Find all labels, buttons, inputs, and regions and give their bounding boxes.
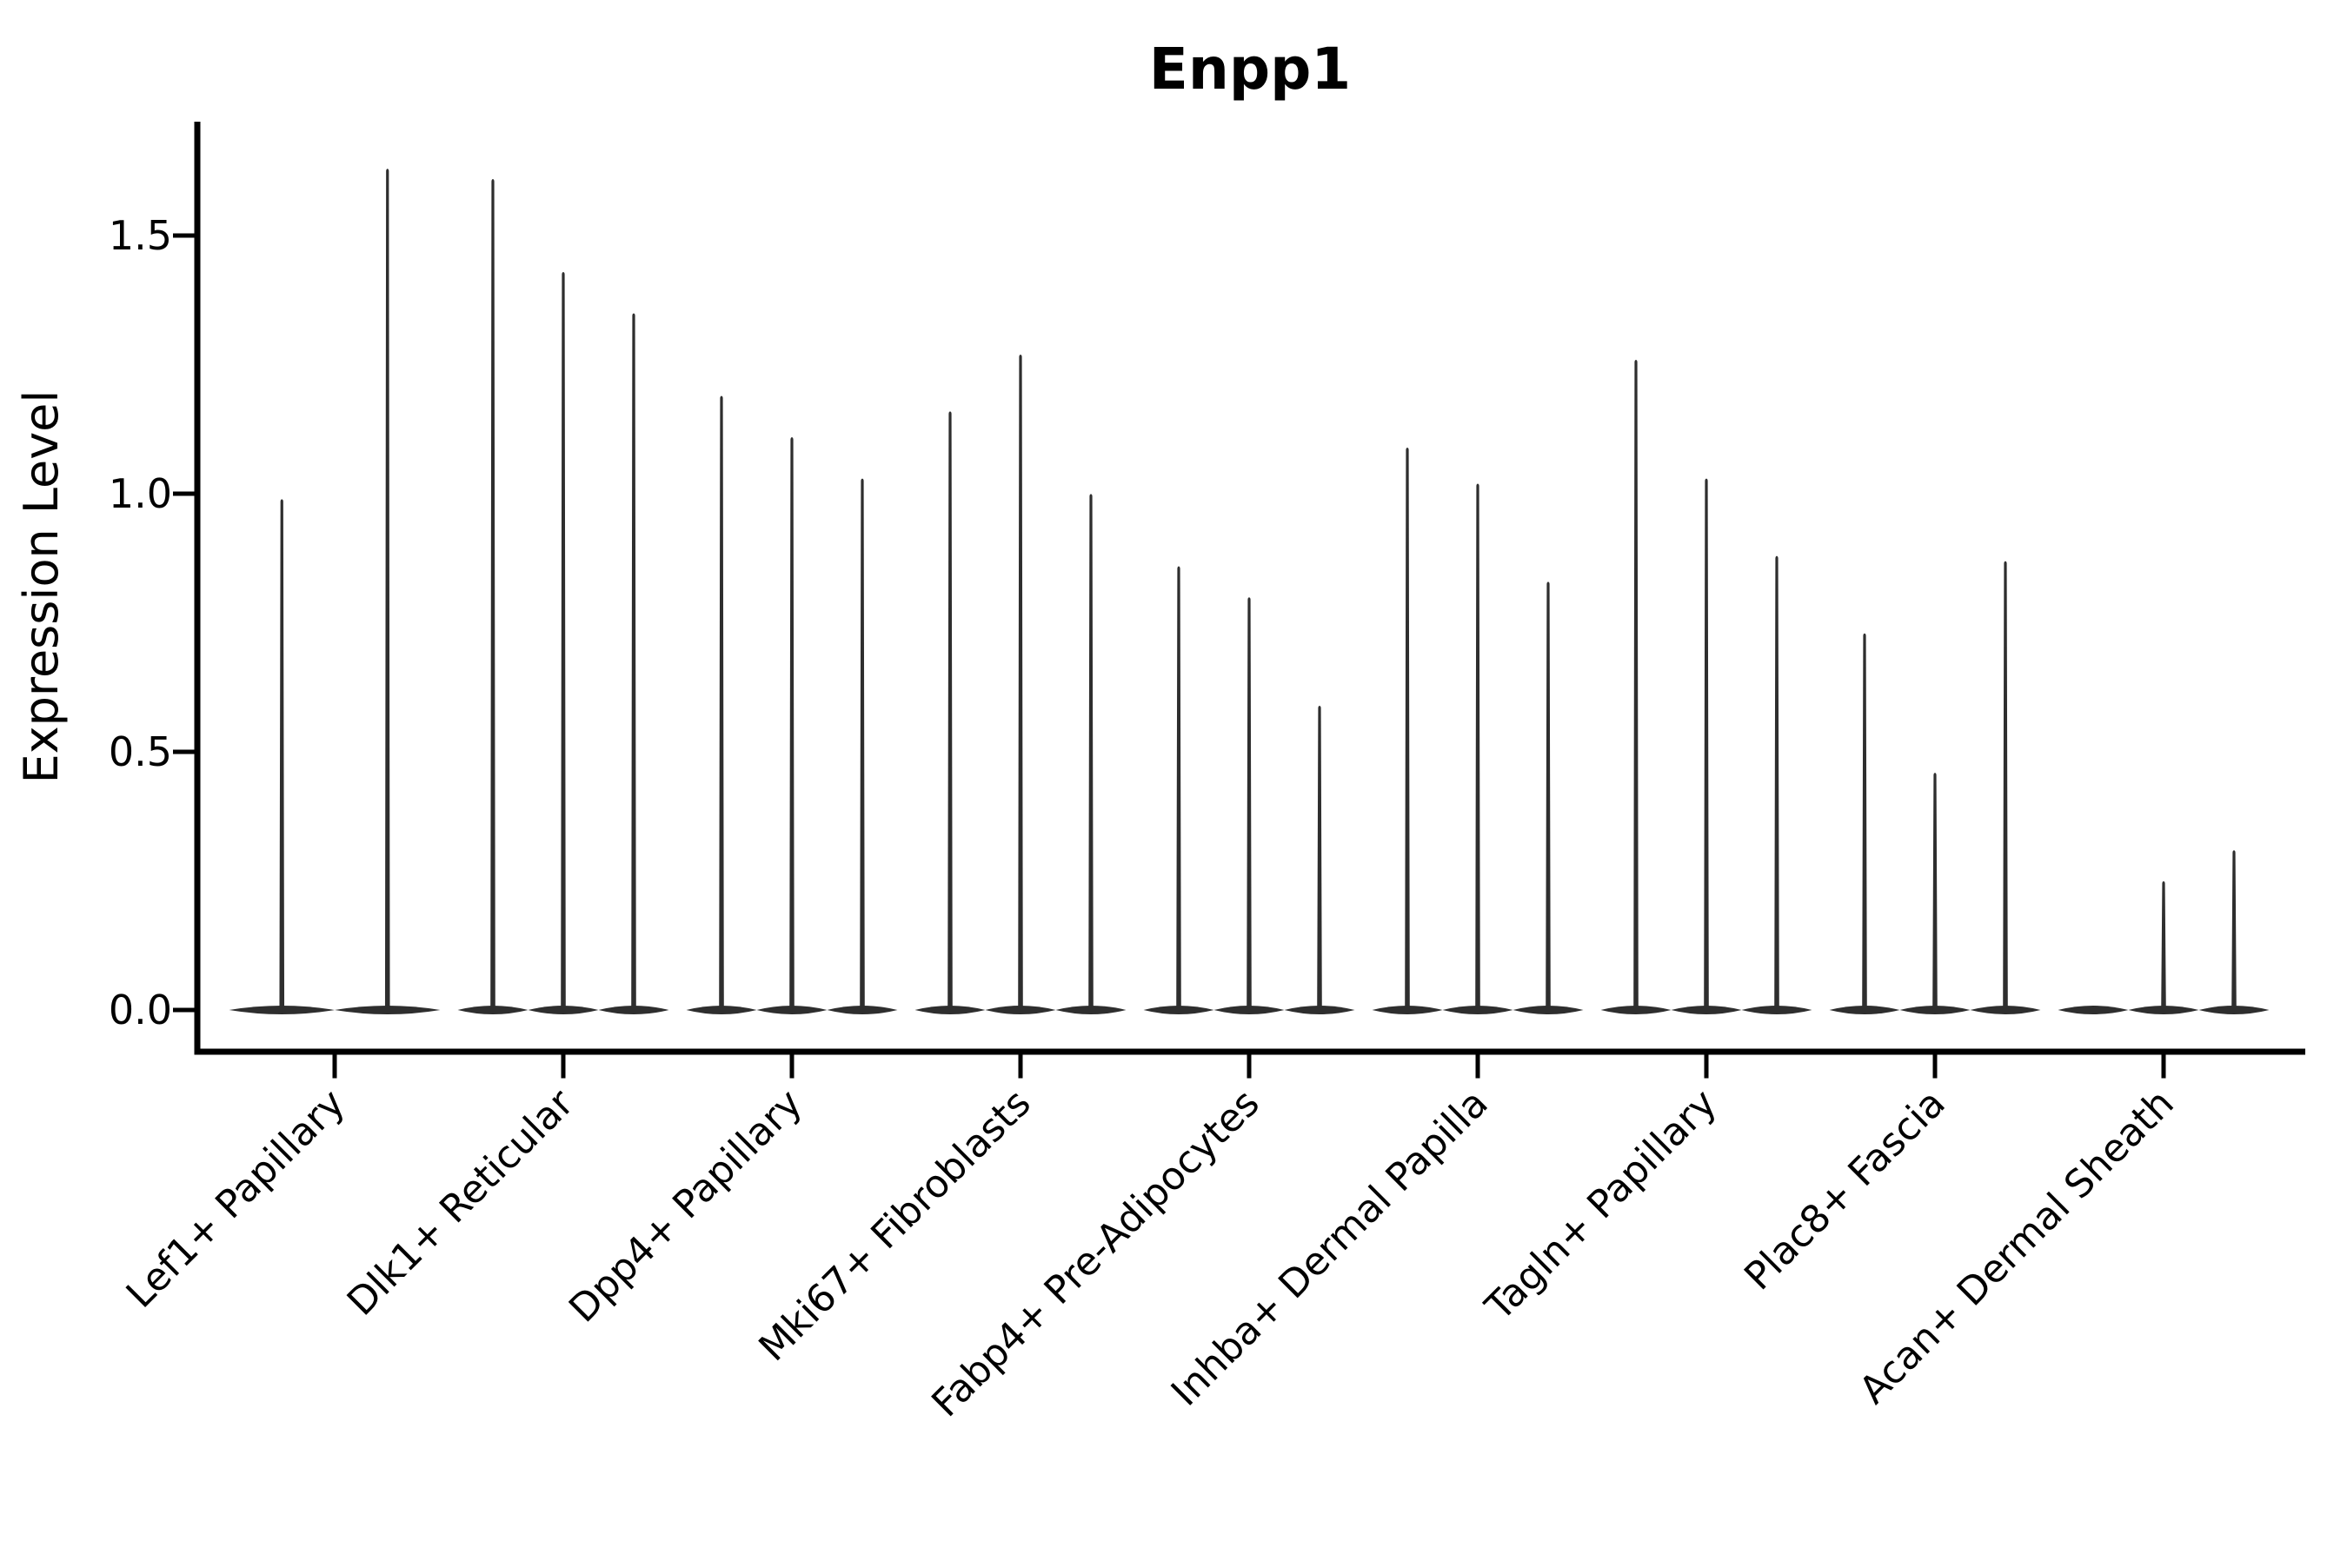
violin-spike [1405, 447, 1410, 1010]
violin-spike [2161, 880, 2166, 1010]
violin-group-mki67-fibroblasts [914, 355, 1127, 1014]
violin-spike [1704, 478, 1709, 1010]
violin-spike [631, 313, 636, 1010]
violin-group-dlk1-reticular [457, 179, 669, 1014]
violin-spike [1018, 355, 1023, 1010]
violin-spike [384, 169, 390, 1010]
violin-group-inhba-dermal-papilla [1372, 447, 1584, 1014]
violin-spike [279, 499, 285, 1010]
violin-group-acan-dermal-sheath [2058, 850, 2270, 1014]
violin-spike [1774, 555, 1779, 1010]
violin-base [2058, 1006, 2129, 1014]
violin-spike [490, 179, 495, 1010]
violin-group-lef1-papillary [229, 169, 441, 1014]
violin-group-tagln-papillary [1600, 359, 1812, 1014]
violin-group-fabp4-pre-adipocytes [1143, 566, 1355, 1014]
violin-spike [1088, 494, 1094, 1010]
violin-spike [2231, 850, 2237, 1010]
y-tick-label: 0.5 [109, 728, 172, 775]
violin-spike [1932, 773, 1938, 1010]
violin-spike [1475, 483, 1480, 1010]
violin-spike [1247, 597, 1252, 1010]
violin-spike [860, 478, 865, 1010]
chart-title: Enpp1 [1149, 36, 1351, 103]
violin-group-plac8-fascia [1829, 561, 2041, 1014]
violin-spike [1317, 705, 1322, 1010]
y-tick-label: 0.0 [109, 987, 172, 1033]
y-tick-label: 1.0 [109, 470, 172, 517]
violin-spike [789, 437, 795, 1010]
violin-spike [561, 271, 566, 1010]
y-axis-label: Expression Level [14, 390, 69, 784]
violin-spike [719, 395, 724, 1010]
violin-spike [1633, 359, 1639, 1010]
violin-spike [1862, 633, 1867, 1010]
violin-spike [2003, 561, 2008, 1010]
y-tick-label: 1.5 [109, 212, 172, 259]
violin-group-dpp4-papillary [686, 395, 898, 1014]
violin-spike [947, 411, 953, 1010]
violin-spike [1546, 581, 1551, 1010]
violin-spike [1176, 566, 1181, 1010]
